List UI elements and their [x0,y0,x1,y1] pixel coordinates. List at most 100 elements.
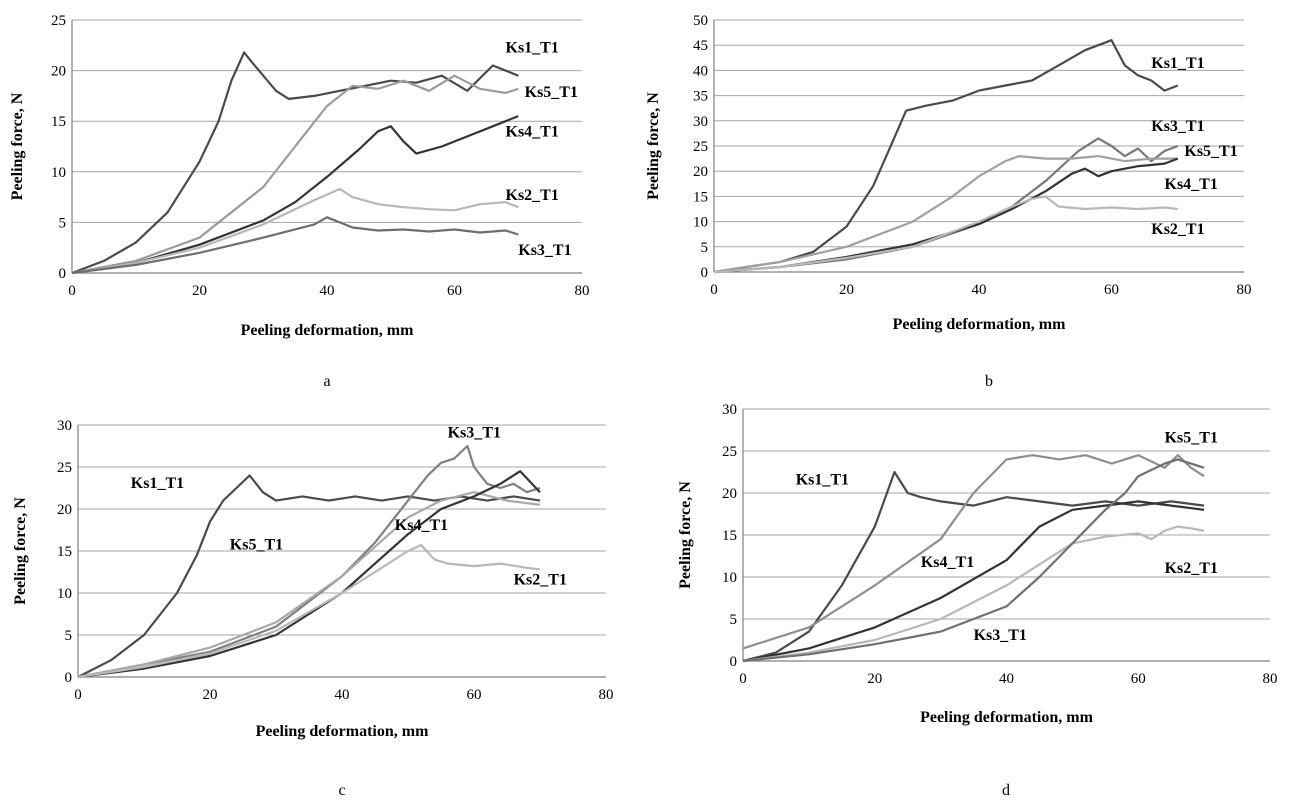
x-tick-label: 60 [467,687,482,703]
x-axis-title: Peeling deformation, mm [893,316,1067,333]
panel-caption: d [1002,782,1010,799]
x-tick-label: 0 [74,687,82,703]
series-label-ks5-t1: Ks5_T1 [525,84,578,101]
x-tick-label: 0 [710,282,718,298]
y-tick-label: 30 [57,418,72,434]
x-tick-label: 0 [68,283,76,299]
series-label-ks4-t1: Ks4_T1 [395,517,448,534]
panel-c: 0 5 10 15 20 25 30 0 20 40 60 80 Ks1_T1 Ks3_T1 Ks5_T1 K… [12,418,614,799]
y-tick-label: 10 [51,165,66,181]
series-line-ks4-t1 [71,115,519,275]
series-line-ks4-t1 [742,500,1205,663]
series-line-ks3-t1 [77,444,541,679]
y-tick-label: 40 [693,63,708,79]
panel-d: 0 5 10 15 20 25 30 0 20 40 60 80 Ks1_T1 Ks5_T1 Ks4_T1 K… [677,402,1278,799]
panel-caption: c [338,782,345,799]
series-label-ks1-t1: Ks1_T1 [796,472,849,489]
y-tick-label: 10 [722,570,737,586]
y-tick-label: 20 [51,64,66,80]
series-label-ks4-t1: Ks4_T1 [1165,176,1218,193]
y-tick-label: 30 [693,114,708,130]
y-tick-label: 25 [51,13,66,29]
x-tick-label: 60 [1131,671,1146,687]
x-tick-label: 80 [1237,282,1252,298]
panel-caption: a [323,373,330,390]
series-line-ks5-t1 [742,454,1205,650]
x-tick-label: 80 [1263,671,1278,687]
series-label-ks3-t1: Ks3_T1 [448,425,501,442]
x-tick-label: 80 [575,283,590,299]
x-tick-label: 40 [320,283,335,299]
series-label-ks3-t1: Ks3_T1 [1151,118,1204,135]
x-axis-title: Peeling deformation, mm [920,709,1094,726]
series-line-ks4-t1 [713,157,1179,274]
x-tick-label: 40 [335,687,350,703]
x-tick-label: 40 [972,282,987,298]
series-label-ks3-t1: Ks3_T1 [518,242,571,259]
y-tick-label: 15 [57,544,72,560]
y-axis-title: Peeling force, N [677,481,694,589]
series-label-ks1-t1: Ks1_T1 [131,475,184,492]
x-tick-label: 20 [839,282,854,298]
series-label-ks2-t1: Ks2_T1 [514,572,567,589]
series-label-ks2-t1: Ks2_T1 [1165,560,1218,577]
panel-caption: b [985,373,993,390]
series-label-ks3-t1: Ks3_T1 [974,627,1027,644]
y-tick-label: 0 [701,265,709,281]
x-tick-label: 0 [739,671,747,687]
y-tick-label: 25 [57,460,72,476]
series-line-ks5-t1 [77,491,541,679]
series-label-ks2-t1: Ks2_T1 [506,187,559,204]
y-axis-title: Peeling force, N [9,92,26,200]
series-label-ks1-t1: Ks1_T1 [506,39,559,56]
series-label-ks1-t1: Ks1_T1 [1151,55,1204,72]
series-line-ks2-t1 [742,525,1205,663]
series-line-ks2-t1 [77,543,541,679]
series-line-ks3-t1 [71,216,519,275]
y-tick-label: 0 [59,266,67,282]
series-line-ks3-t1 [742,458,1205,663]
y-tick-label: 5 [59,215,67,231]
y-tick-label: 20 [693,164,708,180]
y-tick-label: 15 [51,114,66,130]
panel-b: 0 5 10 15 20 25 30 35 40 45 50 0 20 40 60 80 Ks1_T1 Ks3_T… [645,13,1252,390]
y-tick-label: 50 [693,13,708,29]
panel-a: 0 5 10 15 20 25 0 20 40 60 80 Ks1_T1 Ks5_T1 Ks4_T1 Ks2… [9,13,590,390]
series-line-ks4-t1 [77,470,541,679]
y-tick-label: 20 [57,502,72,518]
series-line-ks1-t1 [713,39,1179,274]
x-tick-label: 20 [203,687,218,703]
series-label-ks5-t1: Ks5_T1 [1184,143,1237,160]
y-tick-label: 0 [730,654,738,670]
y-axis-title: Peeling force, N [12,497,29,605]
x-tick-label: 40 [999,671,1014,687]
y-tick-label: 10 [57,586,72,602]
y-tick-label: 0 [65,670,73,686]
series-label-ks5-t1: Ks5_T1 [230,536,283,553]
series-label-ks2-t1: Ks2_T1 [1151,221,1204,238]
series-label-ks4-t1: Ks4_T1 [921,554,974,571]
x-tick-label: 60 [447,283,462,299]
y-tick-label: 5 [65,628,73,644]
y-tick-label: 30 [722,402,737,418]
y-tick-label: 5 [730,612,738,628]
series-label-ks4-t1: Ks4_T1 [506,123,559,140]
y-tick-label: 35 [693,89,708,105]
x-axis-title: Peeling deformation, mm [241,322,415,339]
x-tick-label: 80 [599,687,614,703]
x-tick-label: 20 [192,283,207,299]
y-tick-label: 25 [693,139,708,155]
series-line-ks2-t1 [71,187,519,275]
y-tick-label: 15 [693,189,708,205]
x-tick-label: 20 [867,671,882,687]
series-line-ks1-t1 [742,470,1205,663]
series-line-ks1-t1 [77,474,541,678]
y-axis-title: Peeling force, N [645,92,662,200]
series-line-ks5-t1 [713,155,1178,274]
y-tick-label: 20 [722,486,737,502]
x-axis-title: Peeling deformation, mm [256,723,430,740]
y-tick-label: 45 [693,38,708,54]
y-tick-label: 5 [701,240,709,256]
series-line-ks1-t1 [71,51,519,275]
